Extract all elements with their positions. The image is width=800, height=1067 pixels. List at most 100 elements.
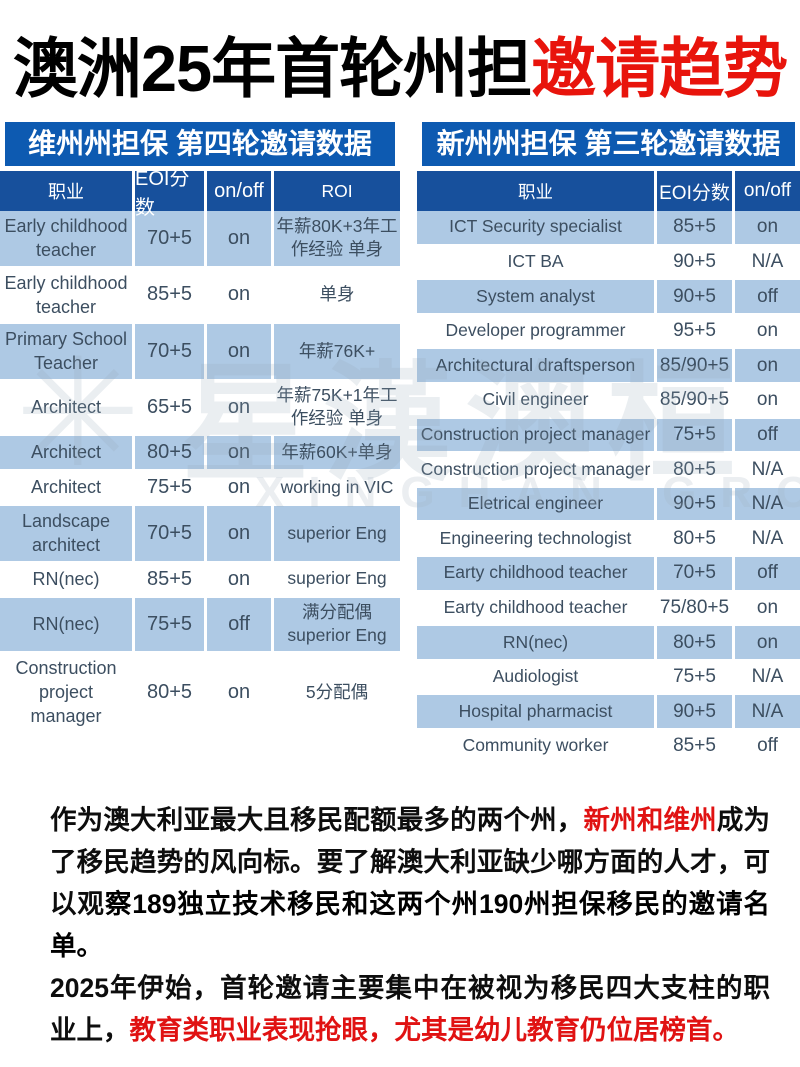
table-row: RN(nec) 80+5 on [417,626,800,661]
onoff-cell: on [207,324,274,379]
table-row: Earty childhood teacher 75/80+5 on [417,591,800,627]
eoi-score-cell: 85+5 [135,562,207,596]
occupation-cell: Early childhood teacher [0,211,135,266]
table-row: Audiologist 75+5 N/A [417,660,800,696]
onoff-cell: N/A [751,251,784,273]
table-row: Civil engineer 85/90+5 on [417,383,800,419]
eoi-score-cell: 75+5 [657,660,735,694]
paragraph-segment: 教育类职业表现抢眼，尤其是幼儿教育仍位居榜首。 [129,1014,740,1045]
eoi-score-cell: 85/90+5 [657,383,735,417]
onoff-cell: on [756,389,779,411]
vic-table-rows: Early childhood teacher 70+5 on 年薪80K+3年… [0,211,400,734]
eoi-score-cell: 80+5 [657,626,735,659]
eoi-score-cell: 65+5 [135,380,207,435]
nsw-header-eoi: EOI分数 [657,171,735,211]
nsw-table-title: 新州州担保 第三轮邀请数据 [422,122,795,166]
page-title: 澳洲25年首轮州担 邀请趋势 [0,0,800,122]
occupation-cell: ICT BA [417,245,657,279]
vic-header-eoi: EOI分数 [135,168,207,219]
onoff-cell: N/A [751,666,784,688]
occupation-cell: RN(nec) [417,626,657,659]
nsw-header-occupation: 职业 [417,171,657,211]
onoff-cell: off [757,562,778,584]
occupation-cell: Architect [0,380,135,435]
page-title-black: 澳洲25年首轮州担 [12,32,532,105]
eoi-score-cell: 90+5 [657,245,735,279]
roi-cell: working in VIC [280,476,394,497]
table-row: Architect 65+5 on 年薪75K+1年工作经验 单身 [0,380,400,437]
nsw-table-rows: ICT Security specialist 85+5 on ICT BA 9… [417,211,800,765]
eoi-score-cell: 80+5 [135,436,207,470]
eoi-score-cell: 85+5 [135,267,207,323]
table-row: Construction project manager 75+5 off [417,418,800,454]
occupation-cell: Engineering technologist [417,522,657,555]
occupation-cell: Civil engineer [417,383,657,417]
onoff-cell: on [207,506,274,561]
eoi-score-cell: 75/80+5 [657,591,735,625]
table-row: Eletrical engineer 90+5 N/A [417,487,800,523]
roi-cell: 单身 [319,284,355,305]
vic-header-occupation: 职业 [0,171,135,211]
occupation-cell: Primary School Teacher [0,324,135,379]
onoff-cell: off [757,735,778,757]
onoff-cell: on [207,211,274,266]
table-row: Architectural draftsperson 85/90+5 on [417,349,800,384]
occupation-cell: Early childhood teacher [0,267,135,323]
onoff-cell: on [207,652,274,732]
onoff-cell: on [207,436,274,470]
vic-table: 维州州担保 第四轮邀请数据 职业 EOI分数 on/off ROI Early … [0,122,400,734]
eoi-score-cell: 80+5 [657,522,735,555]
onoff-cell: off [757,285,778,307]
eoi-score-cell: 85/90+5 [657,349,735,382]
page-title-red: 邀请趋势 [531,32,788,105]
eoi-score-cell: 70+5 [135,506,207,561]
paragraph-segment: 作为澳大利亚最大且移民配额最多的两个州， [50,804,584,835]
paragraph-segment: 成为了移民趋势的风向标。要了解澳大利亚缺少哪方面的人才，可以观 [50,804,771,919]
onoff-cell: on [756,631,779,653]
onoff-cell: on [756,354,779,376]
eoi-score-cell: 75+5 [657,418,735,452]
table-row: System analyst 90+5 off [417,280,800,315]
occupation-cell: Community worker [417,729,657,763]
onoff-cell: off [207,597,274,651]
onoff-cell: on [756,216,779,238]
occupation-cell: Construction project manager [417,418,657,452]
table-row: Construction project manager 80+5 N/A [417,453,800,488]
eoi-score-cell: 95+5 [657,314,735,348]
eoi-score-cell: 80+5 [657,453,735,486]
onoff-cell: on [207,562,274,596]
table-row: Construction project manager 80+5 on 5分配… [0,652,400,734]
onoff-cell: on [207,267,274,323]
vic-header-onoff: on/off [207,171,274,211]
eoi-score-cell: 80+5 [135,652,207,732]
vic-table-title: 维州州担保 第四轮邀请数据 [5,122,395,166]
paragraph-segment: 察189独立技术移民和这两个州190州担保移民的邀请名单。 [50,888,770,961]
table-row: Landscape architect 70+5 on superior Eng [0,506,400,563]
occupation-cell: Architect [0,471,135,505]
tables-area: 维州州担保 第四轮邀请数据 职业 EOI分数 on/off ROI Early … [0,122,800,765]
onoff-cell: on [756,597,779,618]
occupation-cell: Developer programmer [417,314,657,348]
occupation-cell: Construction project manager [417,453,657,486]
table-row: Hospital pharmacist 90+5 N/A [417,695,800,730]
occupation-cell: Audiologist [417,660,657,694]
eoi-score-cell: 70+5 [657,556,735,590]
roi-cell: superior Eng [287,568,387,589]
table-row: Developer programmer 95+5 on [417,314,800,350]
table-row: ICT Security specialist 85+5 on [417,211,800,246]
onoff-cell: on [207,471,274,505]
occupation-cell: System analyst [417,280,657,313]
summary-paragraph: 作为澳大利亚最大且移民配额最多的两个州，新州和维州成为了移民趋势的风向标。要了解… [50,799,770,1051]
table-row: RN(nec) 85+5 on superior Eng [0,562,400,598]
eoi-score-cell: 90+5 [657,487,735,521]
table-row: Early childhood teacher 70+5 on 年薪80K+3年… [0,211,400,268]
onoff-cell: N/A [751,493,784,515]
eoi-score-cell: 70+5 [135,211,207,266]
roi-cell: 年薪75K+1年工作经验 单身 [276,384,398,429]
occupation-cell: ICT Security specialist [417,211,657,244]
table-row: ICT BA 90+5 N/A [417,245,800,281]
nsw-table: 新州州担保 第三轮邀请数据 职业 EOI分数 on/off ICT Securi… [417,122,800,765]
occupation-cell: Architect [0,436,135,470]
occupation-cell: RN(nec) [0,597,135,651]
table-row: RN(nec) 75+5 off 满分配偶 superior Eng [0,597,400,653]
